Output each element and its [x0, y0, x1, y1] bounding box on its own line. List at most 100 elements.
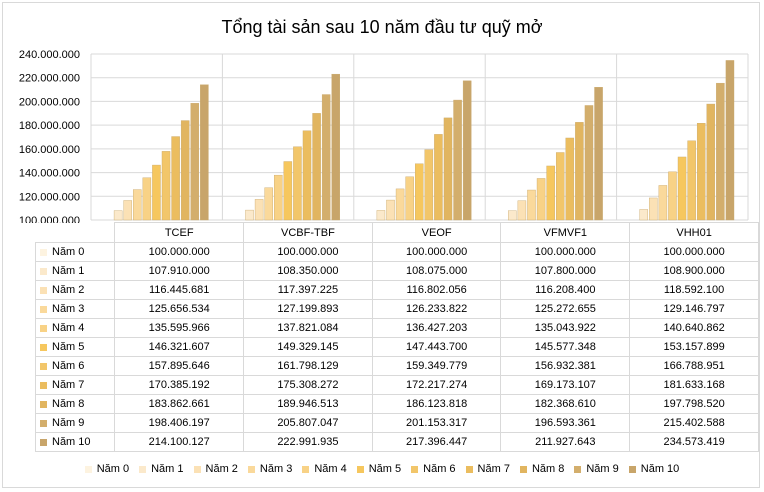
bar	[180, 120, 190, 221]
legend-swatch	[628, 465, 636, 473]
data-label: 211.927.643	[500, 432, 631, 452]
bar	[386, 199, 395, 221]
bar	[264, 187, 273, 221]
legend-item: Năm 8	[519, 463, 565, 475]
series-name: Năm 1	[52, 265, 85, 277]
data-label: 214.100.127	[114, 432, 245, 452]
data-label: 159.349.779	[371, 356, 502, 376]
series-name: Năm 2	[52, 284, 85, 296]
bar	[283, 161, 293, 221]
legend-item: Năm 2	[193, 463, 238, 475]
data-label: 125.272.655	[500, 299, 631, 319]
legend-label: Năm 5	[368, 463, 402, 475]
legend-label: Năm 3	[259, 463, 293, 475]
legend-swatch	[356, 465, 364, 473]
table-row: Năm 1 107.910.000 108.350.000 108.075.000 10…	[34, 261, 759, 281]
bar	[424, 149, 434, 221]
bar	[668, 171, 677, 221]
category-label: VCBF-TBF	[243, 222, 373, 243]
data-table-header: TCEF VCBF-TBF VEOF VFMVF1 VHH01	[36, 222, 759, 243]
series-row-header: Năm 9	[34, 413, 116, 433]
legend-label: Năm 9	[586, 463, 619, 475]
data-label: 107.910.000	[114, 261, 245, 281]
series-row-header: Năm 4	[34, 318, 116, 338]
data-label: 161.798.129	[243, 356, 373, 376]
data-label: 100.000.000	[371, 242, 502, 262]
data-label: 197.798.520	[629, 394, 759, 414]
series-row-header: Năm 8	[34, 394, 116, 414]
data-label: 100.000.000	[629, 242, 759, 262]
legend-label: Năm 0	[96, 463, 130, 475]
data-label: 175.308.272	[243, 375, 373, 395]
data-label: 217.396.447	[371, 432, 502, 452]
bar	[517, 200, 527, 221]
legend-key-swatch	[40, 267, 47, 275]
bar	[171, 136, 180, 221]
category-label: TCEF	[114, 222, 245, 243]
data-label: 136.427.203	[371, 318, 502, 338]
series-name: Năm 8	[52, 398, 85, 410]
data-label: 118.592.100	[629, 280, 759, 300]
bar	[200, 84, 209, 221]
bar	[415, 163, 424, 221]
series-name: Năm 4	[52, 322, 85, 334]
series-row-header: Năm 6	[34, 356, 116, 376]
table-row: Năm 4 135.595.966 137.821.084 136.427.203 13…	[34, 318, 759, 338]
bar	[639, 209, 648, 221]
series-name: Năm 9	[52, 417, 85, 429]
bar	[677, 156, 687, 221]
bar	[434, 134, 443, 221]
legend-swatch	[193, 465, 201, 473]
legend-swatch	[302, 465, 310, 473]
legend: Năm 0 Năm 1 Năm 2 Năm 3 Năm 4 Năm 5 Năm 6 Năm 7…	[3, 463, 759, 475]
legend-label: Năm 1	[151, 463, 184, 475]
table-row: Năm 10 214.100.127 222.991.935 217.396.447 2…	[34, 432, 759, 452]
bar	[152, 164, 161, 221]
legend-item: Năm 4	[302, 463, 347, 475]
bar	[133, 189, 142, 221]
data-label: 116.802.056	[371, 280, 502, 300]
legend-item: Năm 5	[356, 463, 402, 475]
data-label: 215.402.588	[629, 413, 759, 433]
data-label: 135.043.922	[500, 318, 631, 338]
series-row-header: Năm 1	[34, 261, 116, 281]
bar	[453, 99, 462, 221]
legend-key-swatch	[40, 400, 47, 408]
legend-item: Năm 10	[628, 463, 679, 475]
legend-swatch	[411, 465, 419, 473]
legend-swatch	[247, 465, 255, 473]
bar	[302, 130, 312, 221]
series-row-header: Năm 10	[34, 432, 116, 452]
table-row: Năm 6 157.895.646 161.798.129 159.349.779 15…	[34, 356, 759, 376]
bar	[658, 185, 668, 221]
y-tick-label: 160.000.000	[19, 144, 80, 156]
data-label: 149.329.145	[243, 337, 373, 357]
legend-item: Năm 7	[465, 463, 510, 475]
y-tick-label: 100.000.000	[19, 215, 80, 223]
bar	[113, 210, 123, 221]
legend-key-swatch	[40, 419, 47, 427]
legend-label: Năm 6	[423, 463, 456, 475]
data-label: 108.075.000	[371, 261, 502, 281]
legend-label: Năm 8	[531, 463, 565, 475]
data-label: 137.821.084	[243, 318, 373, 338]
legend-item: Năm 3	[247, 463, 293, 475]
bar	[405, 176, 414, 221]
y-tick-label: 240.000.000	[19, 49, 80, 61]
bar	[536, 178, 546, 221]
data-label: 116.445.681	[114, 280, 245, 300]
data-label: 107.800.000	[500, 261, 631, 281]
data-label: 170.385.192	[114, 375, 245, 395]
data-label: 201.153.317	[371, 413, 502, 433]
bar	[594, 87, 603, 221]
data-label: 135.595.966	[114, 318, 245, 338]
bar	[687, 140, 696, 221]
plot-area: 100.000.000 120.000.000 140.000.000 160.000…	[19, 49, 749, 223]
legend-swatch	[465, 465, 473, 473]
data-label: 127.199.893	[243, 299, 373, 319]
bar	[331, 73, 340, 221]
category-label: VEOF	[371, 222, 502, 243]
series-name: Năm 5	[52, 341, 85, 353]
data-label: 166.788.951	[629, 356, 759, 376]
